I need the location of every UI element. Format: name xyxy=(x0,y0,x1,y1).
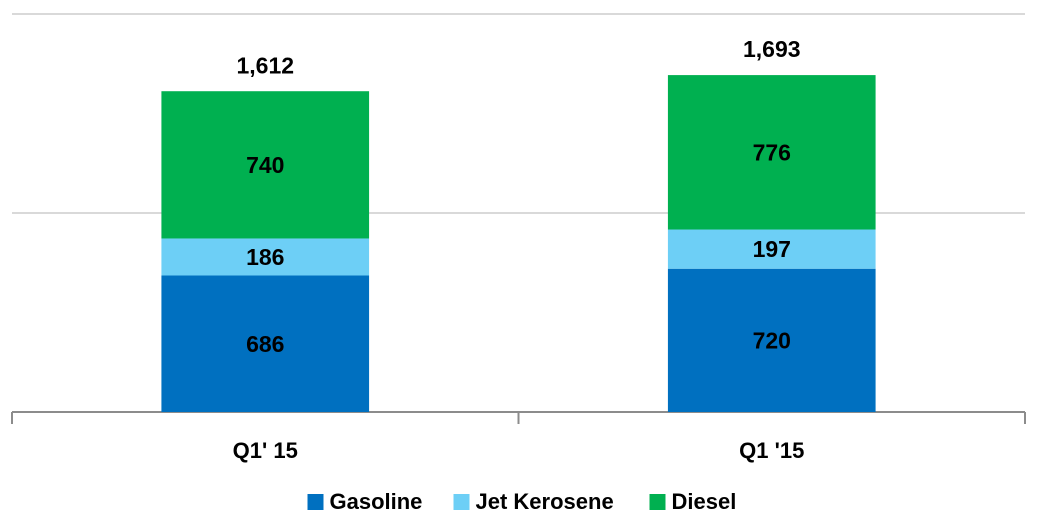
data-label: 776 xyxy=(753,139,791,165)
total-label: 1,693 xyxy=(743,36,801,62)
bar-segment xyxy=(161,275,370,412)
legend-label: Diesel xyxy=(672,489,737,514)
data-label: 197 xyxy=(753,236,791,262)
data-label: 186 xyxy=(246,244,284,270)
bar-segment xyxy=(667,229,876,269)
data-label: 740 xyxy=(246,152,284,178)
bar-segment xyxy=(161,91,370,239)
legend-label: Gasoline xyxy=(330,489,423,514)
legend-swatch xyxy=(307,494,324,510)
x-tick-label: Q1 '15 xyxy=(739,438,804,463)
bar-segment xyxy=(667,75,876,230)
x-tick-label: Q1' 15 xyxy=(233,438,298,463)
legend-label: Jet Kerosene xyxy=(476,489,614,514)
bar-segment xyxy=(161,238,370,276)
total-label: 1,612 xyxy=(236,52,294,78)
data-label: 720 xyxy=(753,327,791,353)
legend-swatch xyxy=(649,494,666,510)
legend-swatch xyxy=(453,494,470,510)
data-label: 686 xyxy=(246,331,284,357)
bar-segment xyxy=(667,268,876,412)
